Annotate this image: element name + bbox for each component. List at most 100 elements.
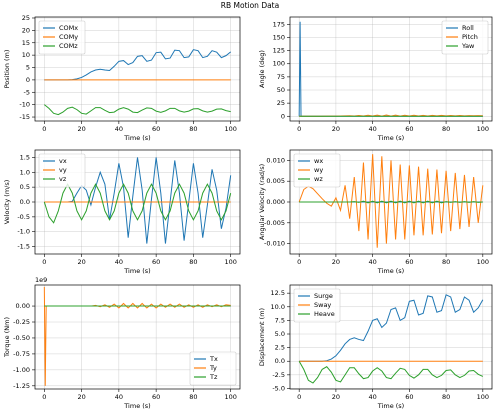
x-axis-label: Time (s) bbox=[123, 267, 150, 275]
y-tick-label: 50 bbox=[277, 86, 285, 94]
y-tick-label: 0.5 bbox=[20, 183, 30, 191]
x-tick-label: 20 bbox=[77, 125, 85, 133]
y-tick-label: 0.005 bbox=[266, 177, 285, 185]
x-tick-label: 60 bbox=[152, 125, 160, 133]
x-tick-label: 100 bbox=[224, 125, 236, 133]
y-tick-label: -0.010 bbox=[264, 240, 285, 248]
y-tick-label: -0.75 bbox=[13, 350, 30, 358]
y-axis-label: Position (m) bbox=[3, 50, 11, 89]
axes-frame bbox=[289, 284, 493, 390]
axes-frame bbox=[289, 149, 493, 255]
y-tick-label: 0 bbox=[281, 112, 285, 120]
y-axis-label: Velocity (m/s) bbox=[3, 180, 11, 225]
y-tick-label: 25 bbox=[277, 99, 285, 107]
y-tick-label: -1.0 bbox=[17, 228, 30, 236]
x-tick-label: 60 bbox=[152, 258, 160, 266]
y-tick-label: 10.0 bbox=[271, 303, 285, 311]
legend-label: wy bbox=[314, 166, 323, 174]
legend-label: vx bbox=[59, 157, 67, 165]
x-tick-label: 20 bbox=[332, 258, 340, 266]
y-tick-label: 1.0 bbox=[20, 168, 30, 176]
x-tick-label: 0 bbox=[42, 125, 46, 133]
axes-frame bbox=[34, 16, 241, 122]
y-tick-label: 0.010 bbox=[266, 156, 285, 164]
y-tick-label: 125 bbox=[273, 47, 285, 55]
series-line bbox=[43, 183, 232, 224]
x-tick-label: 0 bbox=[297, 125, 301, 133]
legend-label: Heave bbox=[314, 310, 335, 318]
x-tick-label: 100 bbox=[477, 393, 489, 401]
x-tick-label: 100 bbox=[224, 258, 236, 266]
y-tick-label: -10 bbox=[19, 101, 30, 109]
x-tick-label: 20 bbox=[77, 258, 85, 266]
y-tick-label: 175 bbox=[273, 20, 285, 28]
y-axis-label: Angular Velocity (rad/s) bbox=[258, 164, 266, 240]
x-axis-label: Time (s) bbox=[377, 134, 404, 142]
x-axis-label: Time (s) bbox=[123, 134, 150, 142]
y-tick-label: -1.00 bbox=[13, 366, 30, 374]
y-axis-label: Torque (Nm) bbox=[3, 317, 11, 358]
y-tick-label: -2.5 bbox=[272, 371, 285, 379]
legend-label: Yaw bbox=[461, 42, 475, 50]
series-line bbox=[44, 49, 231, 81]
series-line bbox=[299, 200, 483, 204]
x-tick-label: 100 bbox=[224, 393, 236, 401]
x-tick-label: 60 bbox=[152, 393, 160, 401]
y-tick-label: 5 bbox=[26, 64, 30, 72]
y-tick-label: -5.0 bbox=[272, 384, 285, 392]
legend-label: wx bbox=[314, 157, 323, 165]
x-tick-label: 60 bbox=[405, 393, 413, 401]
y-tick-label: 7.5 bbox=[275, 316, 285, 324]
y-axis-label: Angle (deg) bbox=[258, 50, 266, 88]
x-tick-label: 100 bbox=[477, 125, 489, 133]
y-tick-label: 1.5 bbox=[20, 153, 30, 161]
x-tick-label: 0 bbox=[42, 258, 46, 266]
y-tick-label: -1.5 bbox=[17, 243, 30, 251]
x-tick-label: 0 bbox=[42, 393, 46, 401]
legend-label: vz bbox=[59, 175, 67, 183]
y-tick-label: -0.5 bbox=[17, 213, 30, 221]
y-tick-label: -1.25 bbox=[13, 382, 30, 390]
x-axis-label: Time (s) bbox=[123, 402, 150, 410]
series-line bbox=[44, 157, 232, 244]
y-axis-label: Displacement (m) bbox=[258, 308, 266, 366]
x-tick-label: 60 bbox=[405, 125, 413, 133]
x-tick-label: 80 bbox=[189, 125, 197, 133]
x-tick-label: 0 bbox=[297, 393, 301, 401]
x-axis-label: Time (s) bbox=[377, 267, 404, 275]
legend-label: wz bbox=[314, 175, 323, 183]
x-tick-label: 40 bbox=[368, 393, 376, 401]
x-tick-label: 20 bbox=[77, 393, 85, 401]
x-tick-label: 20 bbox=[332, 125, 340, 133]
y-tick-label: -0.005 bbox=[264, 219, 285, 227]
y-tick-label: 75 bbox=[277, 73, 285, 81]
legend-label: Pitch bbox=[462, 33, 478, 41]
x-tick-label: 40 bbox=[115, 393, 123, 401]
y-tick-label: 100 bbox=[273, 60, 285, 68]
axes-frame bbox=[289, 16, 493, 122]
legend-label: COMy bbox=[59, 33, 78, 41]
x-tick-label: 100 bbox=[477, 258, 489, 266]
figure-title: RB Motion Data bbox=[221, 1, 279, 10]
x-axis-label: Time (s) bbox=[377, 402, 404, 410]
x-tick-label: 40 bbox=[115, 258, 123, 266]
series-line bbox=[44, 104, 231, 116]
y-tick-label: 0.00 bbox=[16, 302, 30, 310]
y-tick-label: -15 bbox=[19, 113, 30, 121]
subplot: 0 20 40 60 80 100 -5.0 -2.5 0.0 2.5 5.0 7.5 10.0 12.5… bbox=[258, 284, 493, 410]
y-tick-label: 5.0 bbox=[275, 330, 285, 338]
y-tick-label: 15 bbox=[22, 39, 30, 47]
y-tick-label: 150 bbox=[273, 33, 285, 41]
x-tick-label: 20 bbox=[332, 393, 340, 401]
x-tick-label: 80 bbox=[442, 258, 450, 266]
y-tick-label: 20 bbox=[22, 26, 30, 34]
y-tick-label: 12.5 bbox=[271, 289, 285, 297]
y-tick-label: 0.0 bbox=[275, 357, 285, 365]
legend-label: Sway bbox=[314, 301, 331, 309]
y-tick-label: 0.000 bbox=[266, 198, 285, 206]
